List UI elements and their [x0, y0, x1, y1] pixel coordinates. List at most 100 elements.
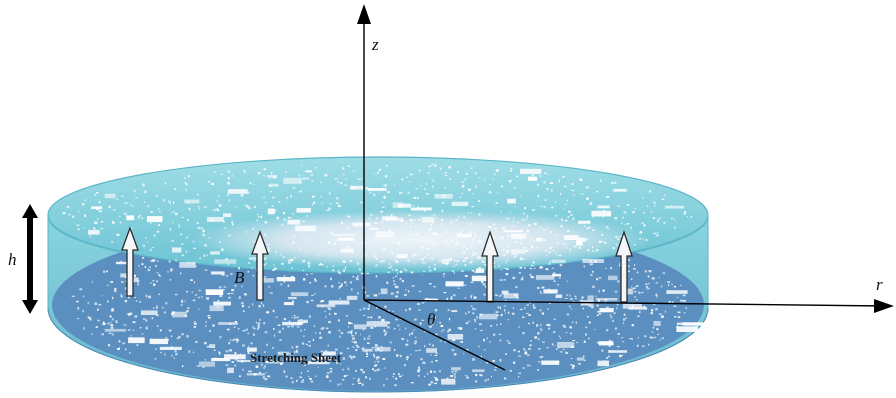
speckle	[455, 263, 457, 265]
speckle	[484, 379, 487, 382]
speckle	[394, 349, 396, 351]
speckle	[493, 265, 496, 268]
speckle	[475, 308, 477, 311]
speckle	[273, 328, 275, 330]
speckle	[484, 285, 488, 288]
speckle	[237, 327, 240, 330]
speckle	[280, 362, 283, 366]
speckle	[646, 288, 648, 290]
speckle	[321, 299, 324, 302]
speckle	[308, 361, 330, 365]
speckle	[418, 366, 420, 369]
speckle	[556, 361, 560, 363]
speckle	[314, 278, 316, 281]
speckle	[287, 217, 291, 219]
speckle	[399, 355, 402, 358]
speckle	[345, 315, 348, 317]
speckle	[129, 352, 131, 354]
speckle	[646, 285, 648, 289]
speckle	[263, 174, 265, 177]
speckle	[306, 343, 308, 346]
speckle	[554, 344, 556, 346]
speckle	[246, 191, 250, 194]
speckle	[576, 240, 583, 246]
speckle	[585, 333, 587, 336]
speckle	[518, 326, 520, 328]
speckle	[79, 288, 83, 291]
speckle	[414, 318, 417, 321]
speckle	[103, 322, 106, 325]
speckle	[326, 266, 328, 268]
speckle	[186, 310, 189, 313]
speckle	[179, 272, 182, 275]
speckle	[578, 362, 581, 365]
speckle	[82, 203, 85, 206]
speckle	[478, 345, 480, 348]
speckle	[383, 367, 386, 369]
speckle	[109, 315, 112, 318]
speckle	[538, 348, 541, 350]
speckle	[128, 296, 130, 299]
speckle	[643, 211, 645, 214]
speckle	[321, 264, 324, 266]
speckle	[77, 228, 80, 230]
speckle	[464, 275, 468, 277]
speckle	[342, 357, 345, 360]
speckle	[265, 361, 269, 363]
speckle	[130, 277, 139, 283]
speckle	[328, 309, 332, 311]
speckle	[143, 190, 147, 194]
speckle	[474, 320, 476, 323]
speckle	[91, 280, 93, 283]
speckle	[630, 226, 632, 229]
speckle	[444, 240, 447, 243]
speckle	[308, 345, 311, 347]
speckle	[375, 294, 378, 297]
speckle	[324, 310, 326, 313]
speckle	[598, 290, 600, 293]
speckle	[150, 282, 152, 284]
speckle	[287, 326, 290, 328]
speckle	[472, 358, 475, 361]
speckle	[257, 172, 261, 175]
speckle	[545, 223, 547, 225]
speckle	[243, 310, 245, 312]
speckle	[116, 233, 120, 236]
speckle	[94, 221, 98, 224]
speckle	[478, 213, 481, 216]
speckle	[410, 204, 412, 207]
speckle	[448, 318, 451, 321]
speckle	[422, 262, 426, 264]
speckle	[534, 336, 538, 339]
speckle	[338, 271, 341, 274]
speckle	[283, 256, 285, 258]
speckle	[336, 362, 339, 364]
speckle	[597, 360, 609, 367]
speckle	[352, 355, 356, 358]
speckle	[462, 216, 466, 218]
speckle	[493, 173, 496, 176]
speckle	[453, 294, 456, 297]
speckle	[457, 326, 460, 329]
speckle	[214, 171, 216, 173]
speckle	[320, 350, 324, 353]
speckle	[512, 253, 516, 255]
speckle	[374, 255, 377, 258]
speckle	[659, 339, 661, 341]
speckle	[337, 205, 341, 207]
speckle	[608, 350, 628, 353]
speckle	[573, 365, 575, 368]
speckle	[251, 354, 254, 356]
speckle	[348, 321, 351, 325]
speckle	[523, 348, 525, 351]
speckle	[444, 186, 446, 189]
speckle	[539, 291, 542, 293]
speckle	[128, 313, 131, 316]
speckle	[387, 326, 390, 329]
speckle	[546, 254, 548, 256]
speckle	[269, 178, 271, 180]
speckle	[529, 273, 532, 276]
speckle	[193, 326, 196, 328]
speckle	[410, 233, 413, 237]
speckle	[187, 175, 191, 178]
